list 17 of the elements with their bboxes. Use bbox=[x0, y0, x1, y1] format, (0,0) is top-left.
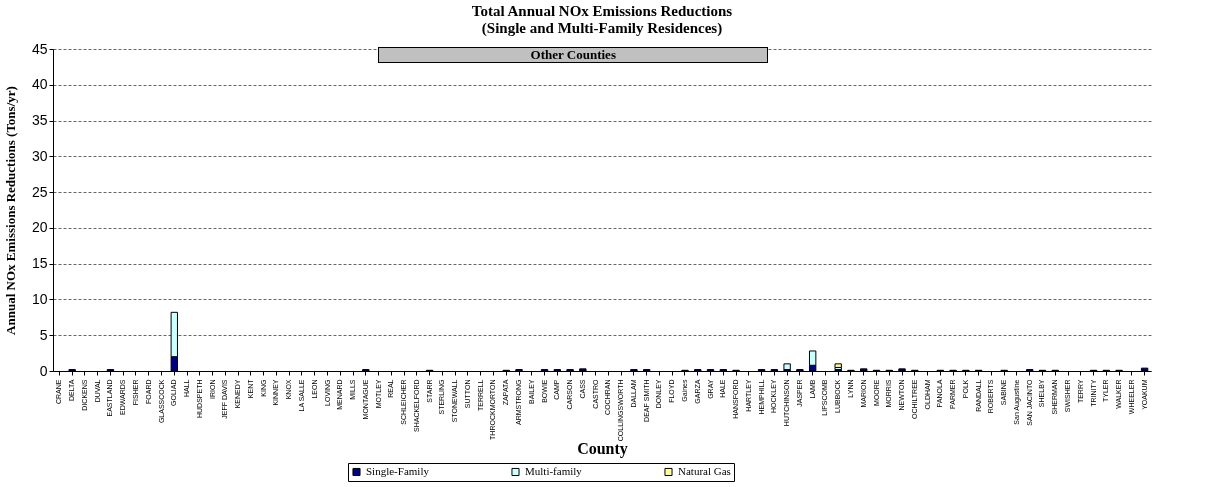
y-axis-title: Annual NOx Emissions Reductions (Tons/yr) bbox=[2, 86, 18, 335]
y-tick-label: 40 bbox=[31, 76, 48, 93]
y-tick-label: 20 bbox=[31, 219, 48, 236]
chart-title: Total Annual NOx Emissions Reductions (Single and Multi-Family Residences) bbox=[471, 3, 733, 37]
legend-label: Natural Gas bbox=[678, 464, 731, 477]
y-tick-label: 0 bbox=[39, 362, 48, 379]
label-box: Other Counties bbox=[378, 47, 769, 63]
legend-label: Multi-family bbox=[525, 464, 583, 477]
x-axis-title: County bbox=[577, 440, 628, 459]
y-tick-label: 15 bbox=[31, 255, 48, 272]
legend-label: Single-Family bbox=[366, 464, 430, 477]
y-tick-label: 35 bbox=[31, 112, 48, 129]
y-tick-label: 25 bbox=[31, 183, 48, 200]
y-tick-label: 30 bbox=[31, 147, 48, 164]
y-tick-label: 10 bbox=[31, 290, 48, 307]
y-tick-label: 5 bbox=[39, 326, 48, 343]
y-tick-label: 45 bbox=[31, 40, 48, 57]
